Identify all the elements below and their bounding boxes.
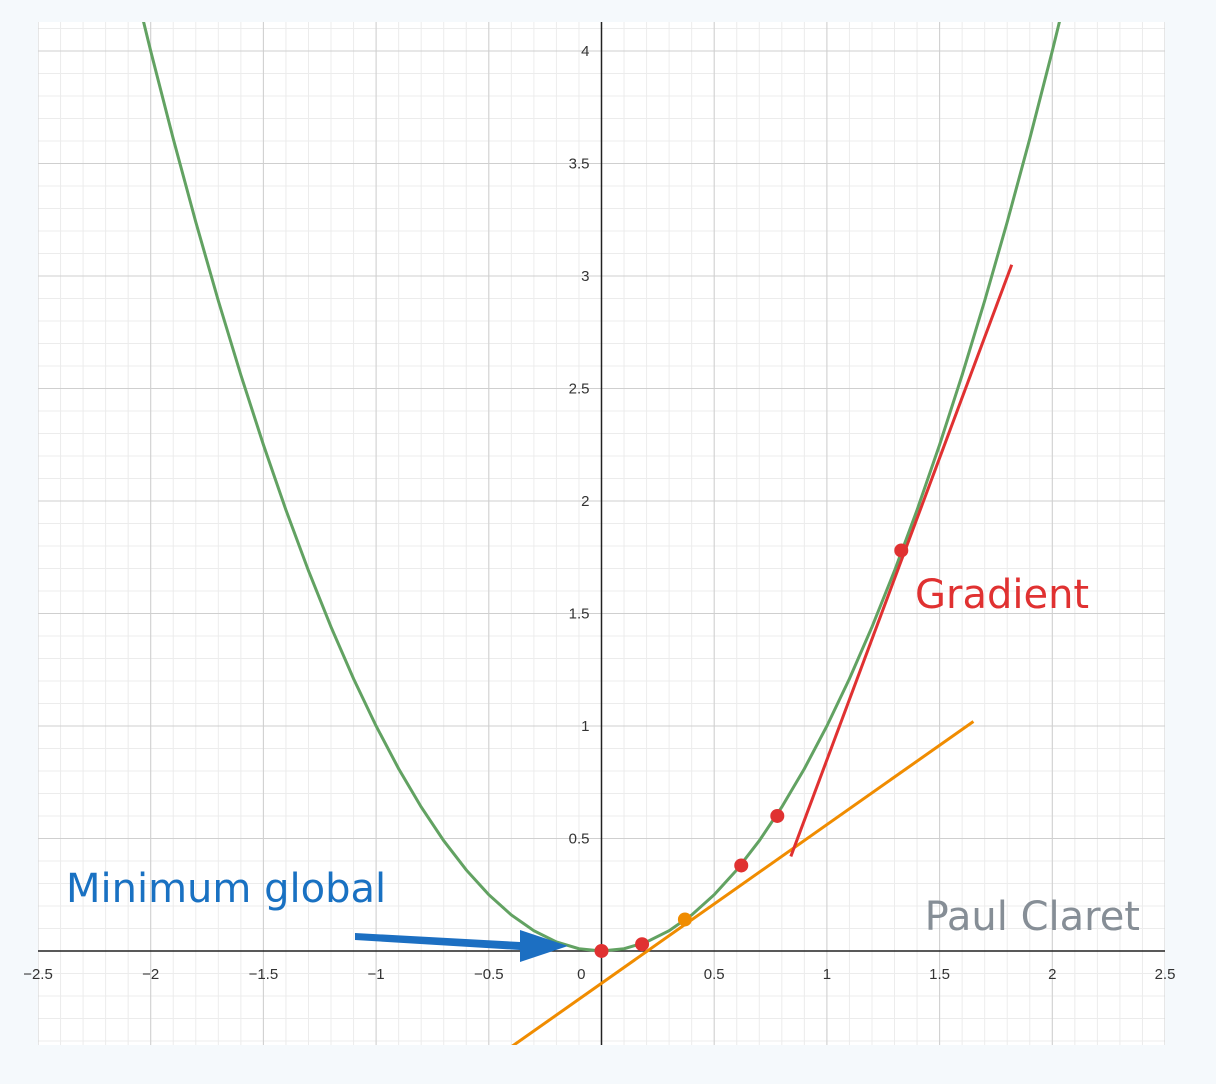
y-tick-label: 4 xyxy=(581,43,589,60)
y-tick-label: 1 xyxy=(581,718,589,735)
point xyxy=(734,858,749,873)
labels: −2.5 −2 −1.5 −1 −0.5 0 0.5 1 1.5 2 2.5 0.5 1 1.5 2 2.5 3… xyxy=(23,43,1175,983)
y-tick-label: 1.5 xyxy=(569,605,590,622)
x-tick-label: 1 xyxy=(823,966,831,983)
marks xyxy=(142,22,1061,1045)
x-tick-label: −1.5 xyxy=(249,966,279,983)
x-tick-label: −0.5 xyxy=(474,966,504,983)
x-tick-label: 2 xyxy=(1048,966,1056,983)
line xyxy=(511,720,975,1045)
annotation: Minimum global xyxy=(66,866,386,912)
y-tick-label: 3.5 xyxy=(569,156,590,173)
y-tick-label: 0.5 xyxy=(569,830,590,847)
arrow xyxy=(355,930,568,962)
y-tick-label: 2.5 xyxy=(569,380,590,397)
grid xyxy=(38,22,1165,1045)
annotation: Paul Claret xyxy=(925,894,1140,940)
x-tick-label: −2 xyxy=(142,966,159,983)
x-tick-label: 0.5 xyxy=(704,966,725,983)
x-tick-label: 0 xyxy=(577,966,585,983)
point xyxy=(635,937,650,952)
y-tick-label: 2 xyxy=(581,493,589,510)
x-tick-label: −1 xyxy=(368,966,385,983)
x-tick-label: 1.5 xyxy=(929,966,950,983)
point xyxy=(894,543,909,558)
point xyxy=(770,808,785,823)
point xyxy=(677,912,692,927)
y-tick-label: 3 xyxy=(581,268,589,285)
x-tick-label: 2.5 xyxy=(1155,966,1176,983)
x-tick-label: −2.5 xyxy=(23,966,53,983)
line xyxy=(789,264,1014,857)
point xyxy=(594,943,609,958)
annotation: Gradient xyxy=(915,572,1089,618)
